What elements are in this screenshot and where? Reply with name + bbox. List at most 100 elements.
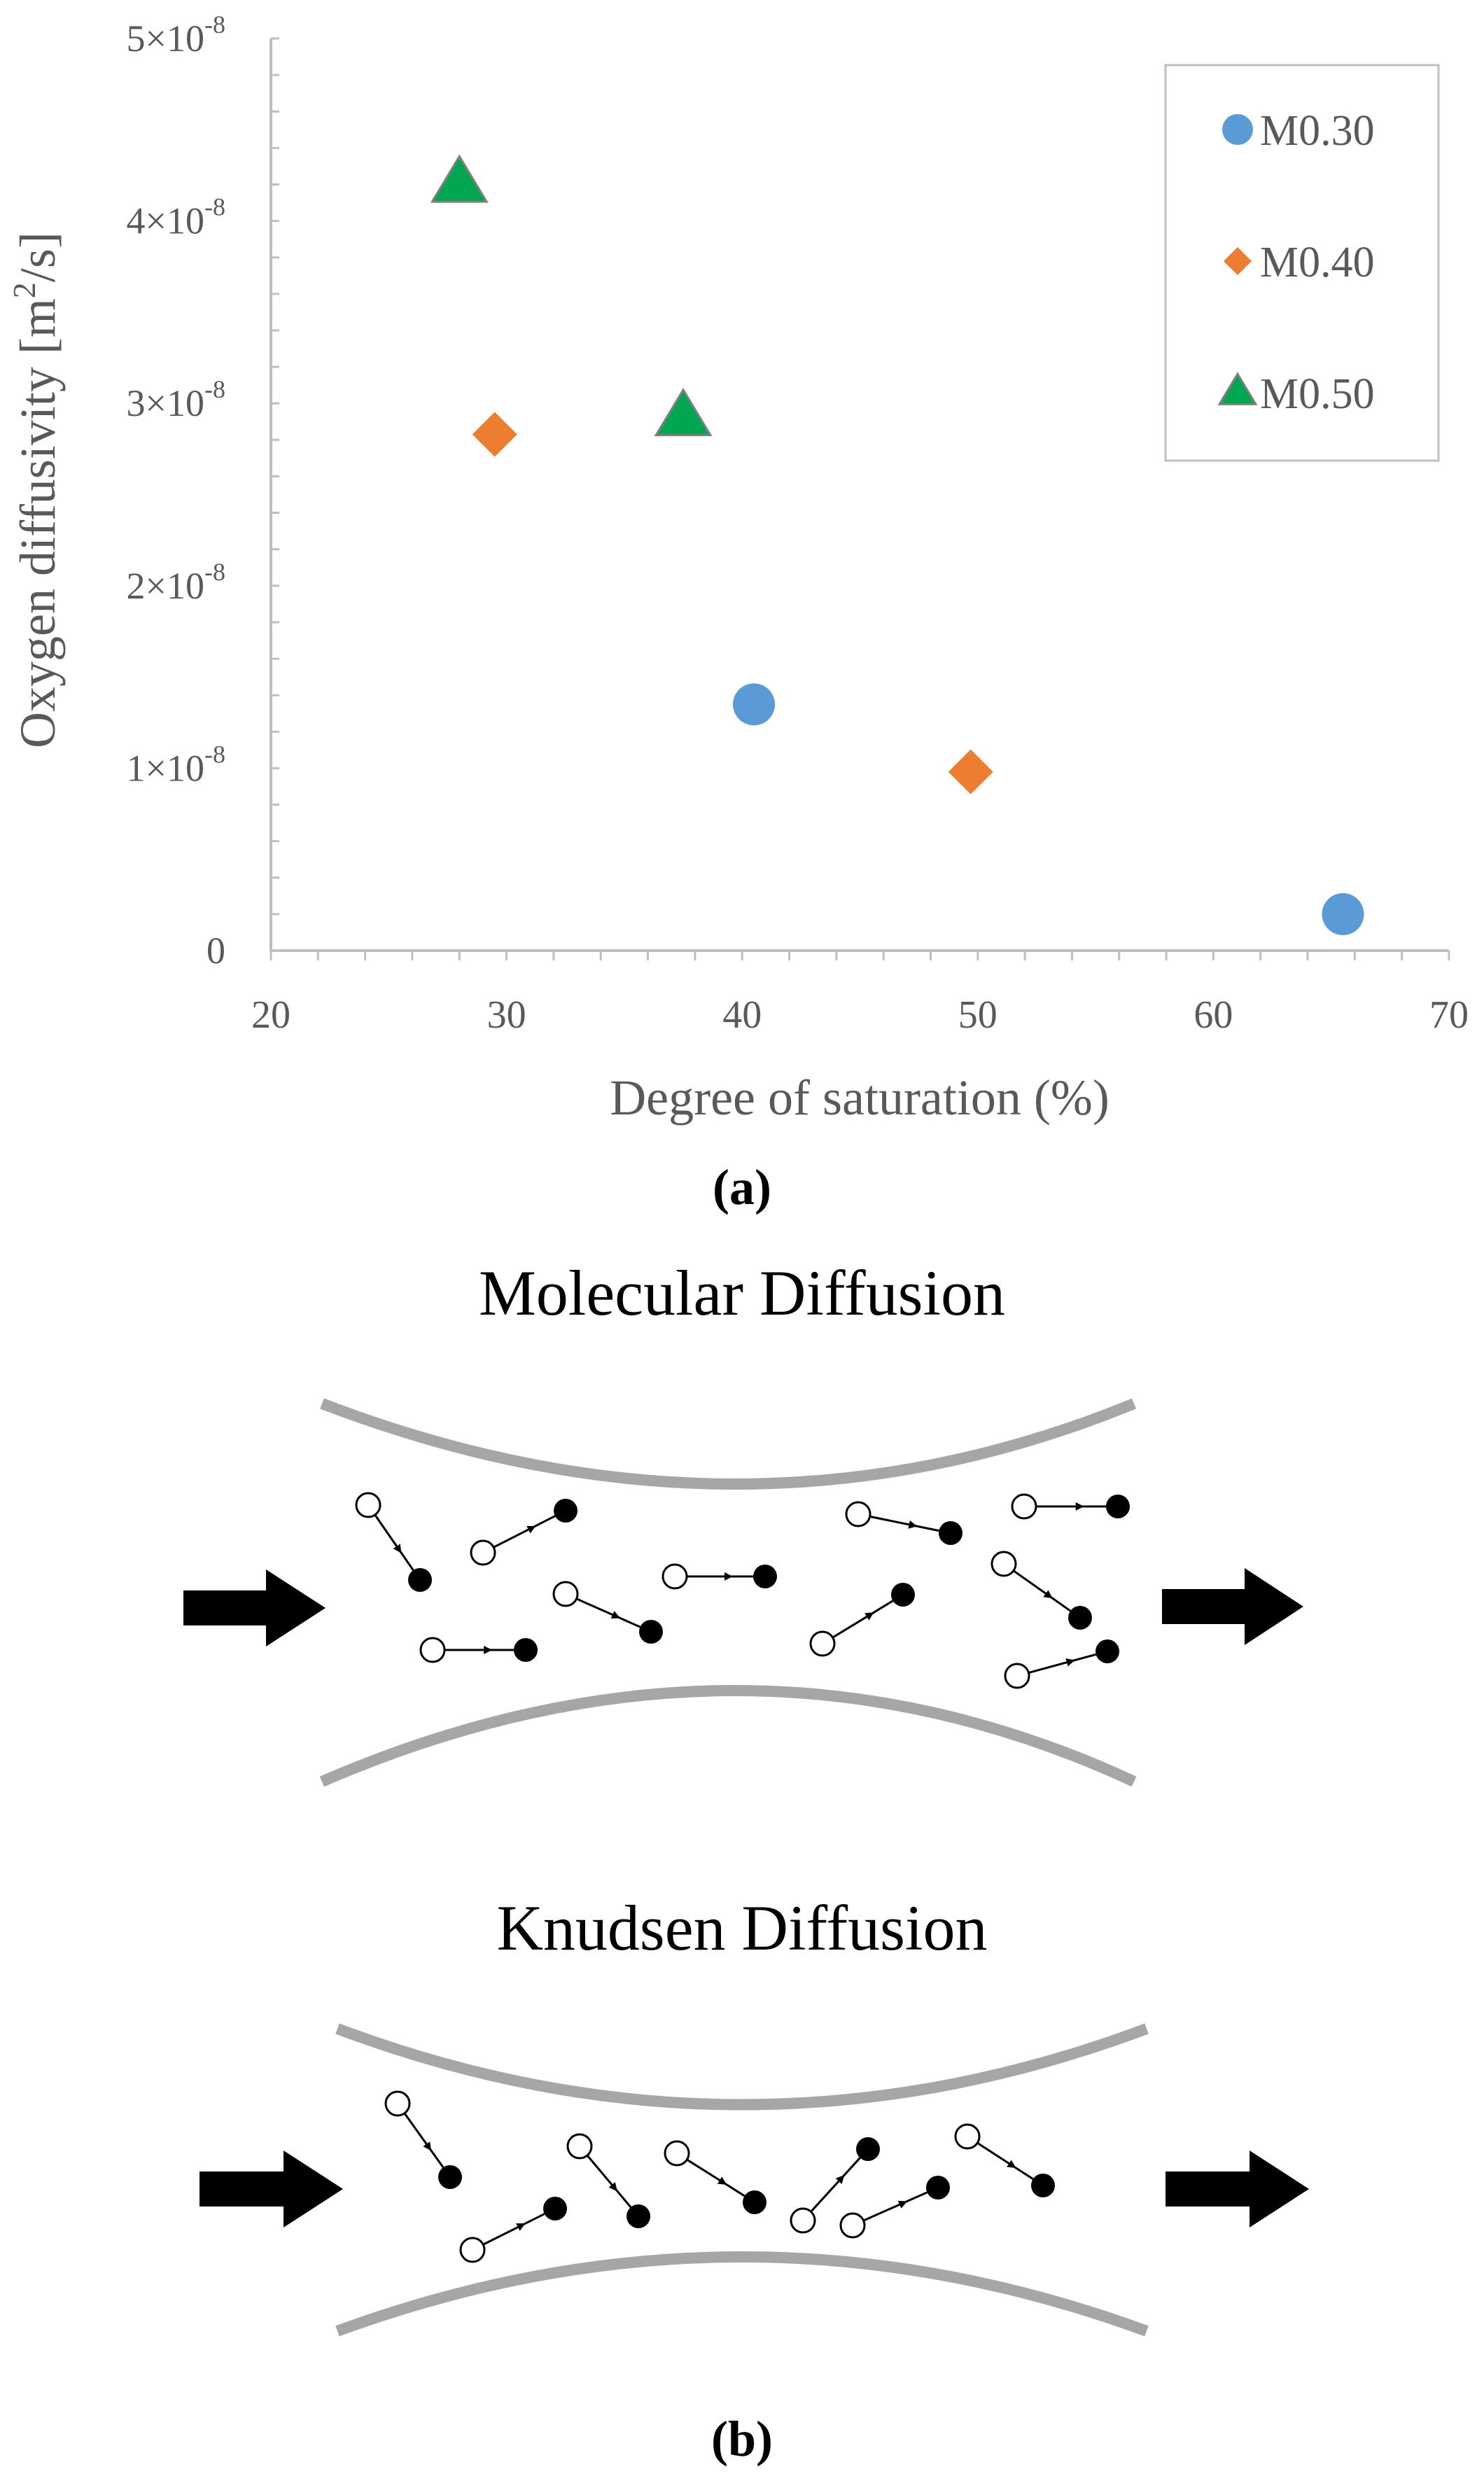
knudsen-diffusion-title: Knudsen Diffusion bbox=[496, 1892, 987, 1964]
molecule-bond bbox=[869, 1515, 939, 1532]
open-circle bbox=[662, 1563, 688, 1590]
molecule-bond bbox=[976, 2141, 1034, 2181]
molecule-bond bbox=[482, 2213, 545, 2246]
molecule-bond bbox=[403, 2112, 444, 2169]
filled-circle bbox=[554, 1499, 578, 1523]
data-point-m050 bbox=[654, 387, 713, 437]
molecule-arrowhead bbox=[610, 1611, 621, 1619]
legend-label: M0.50 bbox=[1260, 370, 1375, 418]
y-minor-ticks bbox=[271, 37, 279, 952]
legend-marker bbox=[1222, 114, 1253, 145]
x-axis-label: Degree of saturation (%) bbox=[610, 1070, 1110, 1126]
open-circle bbox=[990, 1551, 1017, 1577]
x-minor-ticks bbox=[270, 951, 1450, 960]
y-tick-label: 0 bbox=[206, 930, 225, 972]
open-circle bbox=[790, 2207, 816, 2234]
legend-marker bbox=[1224, 247, 1252, 275]
molecule bbox=[990, 1551, 1092, 1630]
open-circle bbox=[470, 1539, 496, 1566]
molecule bbox=[662, 1563, 777, 1590]
open-circle bbox=[839, 2212, 866, 2239]
molecule bbox=[954, 2123, 1055, 2197]
x-tick-label: 60 bbox=[1194, 993, 1233, 1037]
y-tick-labels: 0 1×10-8 2×10-8 3×10-8 4×10-8 5×10-8 bbox=[127, 11, 225, 972]
molecule bbox=[664, 2140, 766, 2214]
y-axis-label: Oxygen diffusivity [m2/s] bbox=[6, 232, 66, 748]
open-circle bbox=[809, 1630, 836, 1657]
molecule-arrowhead bbox=[717, 2176, 727, 2185]
molecule-arrowhead bbox=[908, 1520, 918, 1529]
legend-label: M0.30 bbox=[1260, 107, 1375, 155]
filled-circle bbox=[926, 2176, 950, 2199]
y-tick-label: 3×10-8 bbox=[127, 375, 225, 424]
filled-circle bbox=[543, 2197, 567, 2220]
knudsen-right-arrow bbox=[1166, 2150, 1309, 2227]
molecule-arrowhead bbox=[1065, 1658, 1075, 1667]
open-circle bbox=[552, 1581, 579, 1607]
molecule bbox=[470, 1499, 578, 1566]
molecule-arrowhead bbox=[526, 1525, 536, 1534]
filled-circle bbox=[856, 2137, 880, 2161]
molecule-bond bbox=[374, 1514, 414, 1571]
open-circle bbox=[1004, 1663, 1030, 1689]
molecular-upper-wall bbox=[320, 1398, 1137, 1490]
molecule-arrowhead bbox=[724, 1572, 733, 1581]
filled-circle bbox=[514, 1638, 538, 1662]
molecule bbox=[459, 2197, 567, 2263]
filled-circle bbox=[408, 1568, 432, 1592]
legend-marker bbox=[1217, 372, 1258, 405]
molecule-bond bbox=[810, 2157, 861, 2213]
molecule bbox=[552, 1581, 663, 1644]
filled-circle bbox=[1068, 1606, 1092, 1630]
molecule bbox=[1004, 1639, 1119, 1689]
filled-circle bbox=[1031, 2174, 1055, 2197]
knudsen-upper-wall bbox=[335, 2023, 1149, 2111]
molecule-arrowhead bbox=[864, 1612, 874, 1621]
filled-circle bbox=[891, 1583, 915, 1607]
molecule bbox=[355, 1492, 432, 1592]
molecule bbox=[845, 1501, 962, 1545]
filled-circle bbox=[1096, 1639, 1119, 1663]
open-circle bbox=[384, 2090, 411, 2117]
molecule bbox=[384, 2090, 462, 2189]
molecular-diffusion-title: Molecular Diffusion bbox=[479, 1257, 1005, 1329]
molecule-arrowhead bbox=[835, 2175, 845, 2184]
y-tick-label: 2×10-8 bbox=[127, 558, 225, 607]
molecule-bond bbox=[862, 2191, 928, 2222]
x-tick-label: 70 bbox=[1429, 993, 1469, 1037]
x-tick-label: 30 bbox=[487, 993, 526, 1037]
caption-b: (b) bbox=[711, 2411, 773, 2467]
filled-circle bbox=[753, 1565, 777, 1588]
x-tick-label: 50 bbox=[958, 993, 997, 1037]
knudsen-lower-wall bbox=[335, 2251, 1149, 2337]
filled-circle bbox=[639, 1620, 663, 1644]
filled-circle bbox=[438, 2165, 462, 2189]
data-point-m040 bbox=[948, 749, 993, 795]
legend-box bbox=[1164, 64, 1440, 462]
x-tick-label: 20 bbox=[251, 993, 290, 1037]
molecule-bond bbox=[686, 2158, 746, 2197]
x-tick-label: 40 bbox=[722, 993, 762, 1037]
open-circle bbox=[566, 2133, 593, 2160]
molecule bbox=[1011, 1493, 1130, 1520]
molecule bbox=[566, 2133, 650, 2228]
open-circle bbox=[355, 1492, 382, 1518]
molecular-right-arrow bbox=[1162, 1568, 1303, 1645]
open-circle bbox=[459, 2237, 486, 2263]
molecule bbox=[839, 2176, 950, 2239]
open-circle bbox=[845, 1501, 872, 1527]
molecule-arrowhead bbox=[1075, 1502, 1084, 1511]
y-tick-label: 4×10-8 bbox=[127, 193, 225, 242]
filled-circle bbox=[743, 2190, 766, 2214]
molecule bbox=[419, 1637, 538, 1663]
plot-points bbox=[430, 154, 1364, 935]
molecule bbox=[790, 2137, 880, 2234]
filled-circle bbox=[626, 2204, 650, 2228]
filled-circle bbox=[1106, 1495, 1130, 1518]
molecule-arrowhead bbox=[423, 2141, 432, 2151]
molecule-arrowhead bbox=[516, 2223, 526, 2231]
molecular-left-arrow bbox=[183, 1569, 326, 1646]
diffusion-diagram: Molecular Diffusion Knudsen Diffusion bbox=[183, 1257, 1309, 2337]
molecular-molecules bbox=[355, 1492, 1130, 1689]
